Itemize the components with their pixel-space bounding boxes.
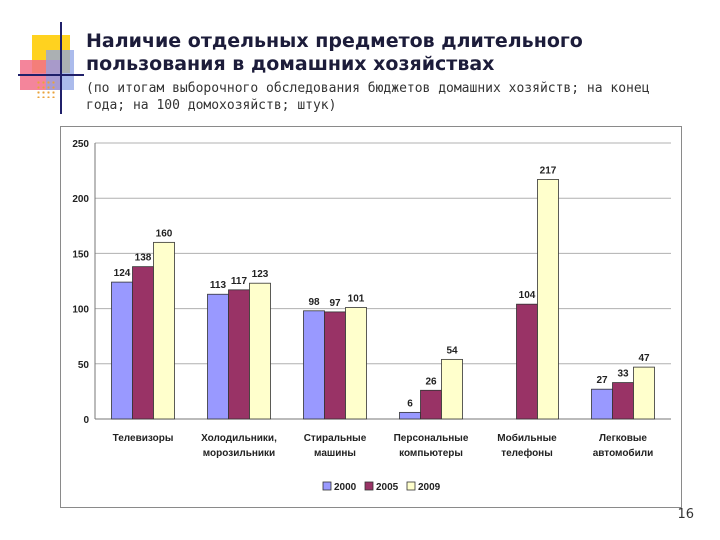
bar bbox=[132, 266, 154, 420]
data-label: 47 bbox=[638, 353, 650, 364]
bar bbox=[516, 303, 538, 420]
category-label: телефоны bbox=[501, 447, 553, 459]
data-label: 27 bbox=[596, 375, 608, 386]
bar bbox=[207, 293, 229, 420]
bar bbox=[153, 241, 175, 420]
slide-title: Наличие отдельных предметов длительного … bbox=[86, 30, 583, 75]
legend-swatch bbox=[406, 481, 416, 491]
data-label: 138 bbox=[135, 253, 152, 264]
legend-swatch bbox=[364, 481, 374, 491]
bar bbox=[399, 411, 421, 420]
data-label: 160 bbox=[156, 228, 173, 239]
y-tick-label: 150 bbox=[72, 249, 89, 260]
category-label: Персональные bbox=[394, 433, 469, 444]
y-tick-label: 100 bbox=[72, 305, 89, 316]
data-label: 54 bbox=[446, 345, 458, 356]
bar bbox=[111, 281, 133, 420]
data-label: 101 bbox=[348, 293, 365, 304]
y-tick-label: 200 bbox=[72, 194, 89, 205]
data-label: 26 bbox=[425, 376, 437, 387]
y-tick-label: 50 bbox=[78, 360, 90, 371]
decor-vertical-line bbox=[60, 22, 62, 114]
data-label: 124 bbox=[114, 268, 131, 279]
category-label: Телевизоры bbox=[113, 433, 174, 444]
data-label: 117 bbox=[231, 276, 248, 287]
category-label: компьютеры bbox=[399, 448, 463, 459]
y-tick-label: 250 bbox=[72, 139, 89, 150]
bar-chart: 0 50 100 150 200 250 124 138 160 Телевизоры 113 117… bbox=[72, 139, 671, 493]
slide-subtitle: (по итогам выборочного обследования бюдж… bbox=[86, 81, 650, 113]
data-label: 6 bbox=[407, 398, 413, 409]
bar bbox=[441, 358, 463, 420]
data-label: 33 bbox=[617, 369, 629, 380]
bar bbox=[345, 307, 367, 420]
decor-dot-pattern bbox=[36, 80, 56, 98]
bar bbox=[228, 289, 250, 420]
legend-label: 2009 bbox=[418, 482, 441, 493]
category-label: Мобильные bbox=[497, 432, 557, 444]
legend-swatch bbox=[322, 481, 332, 491]
category-label: машины bbox=[314, 448, 356, 459]
page-number: 16 bbox=[677, 507, 694, 522]
bar bbox=[591, 388, 613, 420]
data-label: 104 bbox=[519, 290, 536, 301]
category-label: морозильники bbox=[203, 448, 275, 459]
decor-horizontal-line bbox=[18, 74, 84, 76]
category-label: Холодильники, bbox=[201, 433, 277, 444]
data-label: 113 bbox=[210, 280, 227, 291]
bar bbox=[537, 179, 559, 420]
category-label: автомобили bbox=[593, 447, 654, 459]
category-label: Легковые bbox=[599, 433, 647, 444]
data-label: 98 bbox=[308, 297, 320, 308]
data-label: 97 bbox=[329, 298, 341, 309]
bar bbox=[303, 310, 325, 420]
bar bbox=[612, 382, 634, 420]
chart-frame: 0 50 100 150 200 250 124 138 160 Телевизоры 113 117… bbox=[60, 126, 682, 508]
y-tick-label: 0 bbox=[83, 415, 89, 426]
bar bbox=[420, 389, 442, 420]
bar bbox=[324, 311, 346, 420]
bar bbox=[249, 282, 271, 420]
legend-label: 2000 bbox=[334, 482, 357, 493]
legend-label: 2005 bbox=[376, 482, 399, 493]
bar bbox=[633, 366, 655, 420]
data-label: 123 bbox=[252, 269, 269, 280]
category-label: Стиральные bbox=[304, 433, 367, 444]
data-label: 217 bbox=[540, 165, 557, 176]
